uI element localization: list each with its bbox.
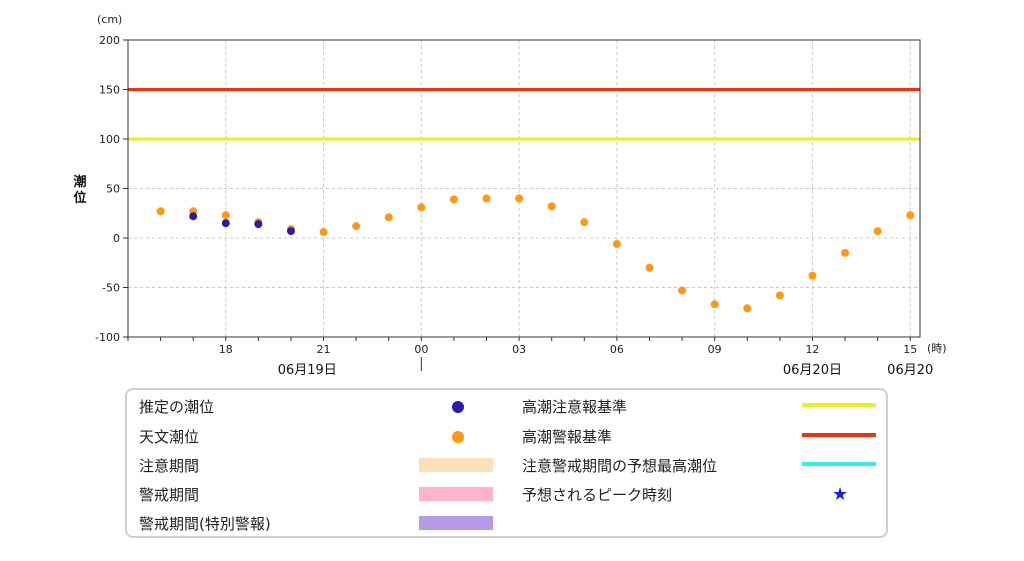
astronomical-tide-point: [156, 207, 165, 216]
legend-label-warning-period: 警戒期間: [139, 486, 200, 504]
estimated-tide-point: [286, 227, 295, 236]
legend-label-estimated-tide: 推定の潮位: [139, 398, 215, 416]
date-label: 06月19日: [278, 363, 337, 378]
grid-lines: [128, 40, 920, 337]
astronomical-tide-point: [319, 228, 328, 237]
y-unit-label: (cm): [97, 13, 122, 26]
legend-swatch-warning-period: [419, 487, 493, 501]
reference-lines: [128, 88, 920, 141]
x-tick-label: 18: [219, 343, 233, 356]
astronomical-tide-point: [710, 300, 719, 309]
y-tick-label: 200: [99, 34, 120, 47]
date-label: 06月20日: [783, 363, 842, 378]
astronomical-tide-point: [906, 211, 915, 220]
astronomical-tide-point: [417, 203, 426, 212]
x-tick-label: 03: [512, 343, 526, 356]
legend-label-peak-time: 予想されるピーク時刻: [522, 486, 673, 504]
astronomical-tide-point: [352, 222, 361, 231]
astronomical-tide-point: [580, 218, 589, 227]
astronomical-tide-point: [547, 202, 556, 211]
y-tick-label: 50: [106, 183, 120, 196]
x-axis: 18 21 00 03 06 09 12 15 06月19日 06月20日 06月20: [127, 337, 933, 378]
astronomical-tide-point: [515, 194, 524, 203]
legend-label-peak-level: 注意警戒期間の予想最高潮位: [522, 457, 718, 475]
y-tick-label: 100: [99, 133, 120, 146]
y-axis: 200 150 100 50 0 -50 -100: [95, 34, 128, 344]
legend-swatch-special-warning-period: [419, 516, 493, 530]
legend-swatch-peak-line: [802, 462, 876, 466]
estimated-tide-point: [189, 212, 198, 221]
x-tick-label: 09: [708, 343, 722, 356]
y-tick-label: -50: [102, 282, 120, 295]
x-unit-label: (時): [927, 342, 947, 355]
legend-swatch-caution-period: [419, 458, 493, 472]
data-points: [156, 194, 915, 313]
estimated-tide-point: [254, 220, 263, 229]
y-axis-label: 潮位: [73, 174, 86, 206]
x-tick-label: 21: [317, 343, 331, 356]
legend-label-astronomical-tide: 天文潮位: [139, 428, 200, 446]
y-tick-label: -100: [95, 331, 120, 344]
x-tick-label: 00: [414, 343, 428, 356]
astronomical-tide-point: [743, 304, 752, 313]
astronomical-tide-point: [775, 291, 784, 300]
astronomical-tide-point: [384, 213, 393, 222]
legend-label-advisory-level: 高潮注意報基準: [522, 398, 628, 416]
estimated-tide-point: [221, 219, 230, 228]
y-axis-label-char: 位: [73, 190, 86, 206]
astronomical-tide-point: [645, 263, 654, 272]
legend-label-warning-level: 高潮警報基準: [522, 428, 613, 446]
astronomical-tide-point: [221, 211, 230, 220]
astronomical-tide-point: [449, 195, 458, 204]
y-tick-label: 150: [99, 84, 120, 97]
astronomical-tide-point: [841, 248, 850, 257]
x-tick-label: 15: [903, 343, 917, 356]
tide-chart: 200 150 100 50 0 -50 -100 18 21 00 03 06 09 12 15 06月1…: [73, 13, 947, 378]
legend-swatch-estimated-dot: [452, 401, 464, 413]
legend-label-special-warning-period: 警戒期間(特別警報): [139, 515, 271, 533]
legend-swatch-advisory-line: [802, 403, 876, 407]
legend-swatch-warning-line: [802, 433, 876, 437]
astronomical-tide-point: [482, 194, 491, 203]
y-axis-label-char: 潮: [73, 174, 86, 190]
x-tick-label: 12: [805, 343, 819, 356]
legend-label-caution-period: 注意期間: [139, 457, 200, 475]
legend: 推定の潮位 天文潮位 注意期間 警戒期間 警戒期間(特別警報) 高潮注意報基準 …: [125, 388, 888, 538]
date-label: 06月20: [887, 363, 933, 378]
astronomical-tide-point: [678, 286, 687, 295]
astronomical-tide-point: [612, 239, 621, 248]
y-tick-label: 0: [113, 232, 120, 245]
star-icon: ★: [832, 484, 849, 505]
x-tick-label: 06: [610, 343, 624, 356]
legend-swatch-astronomical-dot: [452, 431, 464, 443]
astronomical-tide-point: [808, 271, 817, 280]
astronomical-tide-point: [873, 227, 882, 236]
